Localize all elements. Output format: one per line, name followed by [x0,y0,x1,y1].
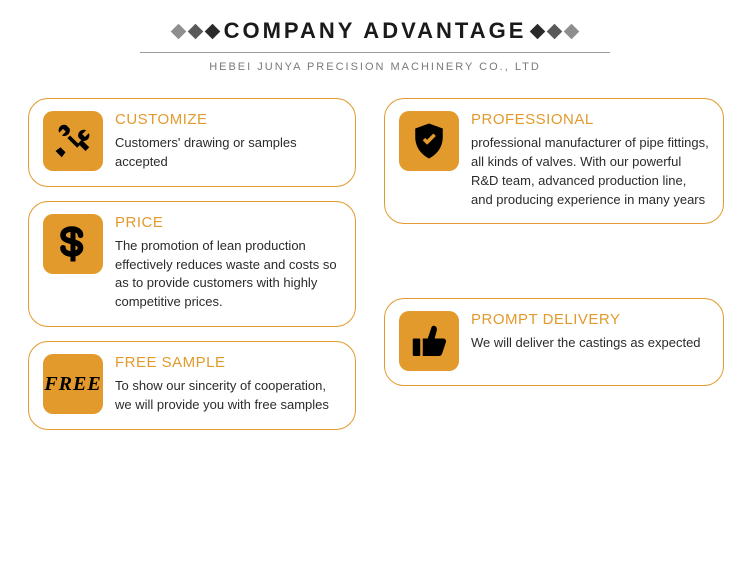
left-column: CUSTOMIZE Customers' drawing or samples … [28,98,356,430]
card-body: PROFESSIONAL professional manufacturer o… [471,111,709,209]
page-header: COMPANY ADVANTAGE HEBEI JUNYA PRECISION … [0,0,750,73]
card-desc: We will deliver the castings as expected [471,334,709,353]
page-subtitle: HEBEI JUNYA PRECISION MACHINERY CO., LTD [0,61,750,73]
card-title: CUSTOMIZE [115,111,341,128]
advantage-grid: CUSTOMIZE Customers' drawing or samples … [28,98,736,430]
card-title: PROMPT DELIVERY [471,311,709,328]
card-body: PRICE The promotion of lean production e… [115,214,341,312]
thumbs-up-icon [399,311,459,371]
shield-check-icon [399,111,459,171]
title-row: COMPANY ADVANTAGE [0,18,750,44]
card-title: PRICE [115,214,341,231]
page-title: COMPANY ADVANTAGE [224,18,527,44]
card-desc: To show our sincerity of cooperation, we… [115,377,341,415]
diamond-icon [170,23,186,39]
card-body: PROMPT DELIVERY We will deliver the cast… [471,311,709,353]
wrench-cross-icon [43,111,103,171]
card-title: PROFESSIONAL [471,111,709,128]
diamond-icon [187,23,203,39]
right-column: PROFESSIONAL professional manufacturer o… [384,98,724,430]
card-title: FREE SAMPLE [115,354,341,371]
diamond-icon [547,23,563,39]
card-free-sample: FREE FREE SAMPLE To show our sincerity o… [28,341,356,430]
free-icon-label: FREE [44,373,101,396]
card-desc: professional manufacturer of pipe fittin… [471,134,709,209]
card-desc: The promotion of lean production effecti… [115,237,341,312]
header-divider [140,52,610,53]
free-text-icon: FREE [43,354,103,414]
card-customize: CUSTOMIZE Customers' drawing or samples … [28,98,356,187]
card-body: FREE SAMPLE To show our sincerity of coo… [115,354,341,415]
dollar-icon [43,214,103,274]
card-price: PRICE The promotion of lean production e… [28,201,356,327]
card-body: CUSTOMIZE Customers' drawing or samples … [115,111,341,172]
diamond-icon [564,23,580,39]
diamond-icon [204,23,220,39]
card-prompt-delivery: PROMPT DELIVERY We will deliver the cast… [384,298,724,386]
diamond-icon [530,23,546,39]
card-desc: Customers' drawing or samples accepted [115,134,341,172]
card-professional: PROFESSIONAL professional manufacturer o… [384,98,724,224]
